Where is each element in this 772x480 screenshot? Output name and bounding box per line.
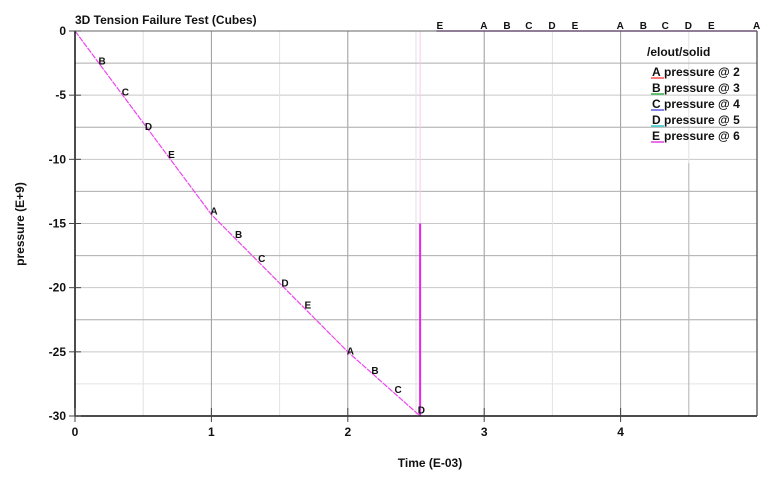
y-tick-label: 0 [59,24,66,38]
series-marker: D [418,406,425,417]
y-tick-label: -10 [49,152,67,166]
x-tick-label: 1 [208,425,215,439]
series-marker: C [258,254,265,265]
series-marker: E [168,150,175,161]
legend-title: /elout/solid [647,45,710,59]
axes: 0 -5 -10 -15 -20 -25 -30 0 1 2 3 4 [49,24,758,439]
legend-marker: C [652,97,661,111]
series-marker: D [548,21,555,32]
legend-label: pressure @ 3 [664,81,740,95]
legend-marker: B [652,81,661,95]
series-marker: A [347,347,354,358]
series-marker: C [395,385,402,396]
y-tick-label: -15 [49,217,67,231]
series-marker: A [480,21,487,32]
x-tick-label: 2 [344,425,351,439]
series-marker: B [371,366,378,377]
legend-label: pressure @ 2 [664,65,740,79]
series-marker: C [662,21,669,32]
legend-marker: A [652,65,661,79]
legend-label: pressure @ 6 [664,129,740,143]
x-tick-label: 4 [617,425,624,439]
series-marker: E [708,21,715,32]
legend-label: pressure @ 5 [664,113,740,127]
y-tick-label: -20 [49,281,67,295]
series-marker: D [685,21,692,32]
series-marker: C [122,87,129,98]
series-marker: A [210,207,217,218]
series-marker: B [99,57,106,68]
x-axis-label: Time (E-03) [398,456,462,470]
y-tick-label: -5 [55,88,66,102]
x-tick-label: 3 [481,425,488,439]
series-marker: B [235,230,242,241]
legend-marker: E [652,129,660,143]
series-marker: D [281,279,288,290]
legend-marker: D [652,113,661,127]
series-marker: D [145,122,152,133]
series-marker: E [437,21,444,32]
y-axis-label: pressure (E+9) [13,182,27,266]
y-tick-label: -25 [49,345,67,359]
x-tick-label: 0 [72,425,79,439]
legend-label: pressure @ 4 [664,97,740,111]
series-marker: E [572,21,579,32]
series-marker: B [503,21,510,32]
y-tick-label: -30 [49,409,67,423]
series-marker: B [640,21,647,32]
series-marker: A [753,21,760,32]
series-marker: C [525,21,532,32]
chart-title: 3D Tension Failure Test (Cubes) [75,13,257,27]
series-marker: E [305,300,312,311]
series-marker: A [617,21,624,32]
